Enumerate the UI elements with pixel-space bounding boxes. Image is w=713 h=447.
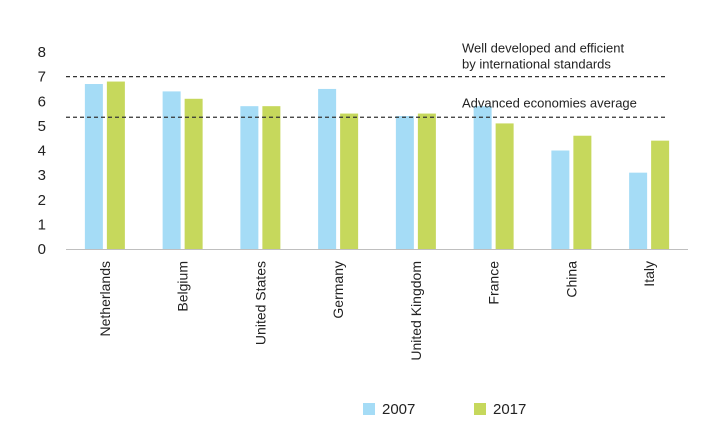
x-tick-label-france: France bbox=[486, 261, 502, 305]
legend-label-2007: 2007 bbox=[382, 401, 415, 418]
y-tick-label-6: 6 bbox=[38, 93, 46, 110]
bar-2007-belgium bbox=[162, 91, 181, 250]
bar-2007-united-kingdom bbox=[395, 116, 414, 250]
reference-label-2-line-1: Advanced economies average bbox=[462, 95, 637, 110]
y-tick-label-2: 2 bbox=[38, 192, 46, 209]
bar-2007-italy bbox=[629, 172, 648, 249]
bar-2017-france bbox=[495, 123, 514, 249]
bar-2017-belgium bbox=[184, 98, 203, 249]
y-tick-label-3: 3 bbox=[38, 167, 46, 184]
bar-2017-italy bbox=[651, 140, 670, 249]
y-tick-label-1: 1 bbox=[38, 216, 46, 233]
legend-swatch-2007 bbox=[363, 403, 375, 415]
bar-2007-netherlands bbox=[84, 84, 103, 249]
y-tick-label-5: 5 bbox=[38, 118, 46, 135]
x-tick-label-germany: Germany bbox=[330, 261, 346, 319]
bar-2017-united-kingdom bbox=[417, 113, 436, 249]
legend-label-2017: 2017 bbox=[493, 401, 526, 418]
bar-2017-united-states bbox=[262, 106, 281, 249]
reference-label-1-line-1: Well developed and efficient bbox=[462, 41, 625, 56]
x-tick-label-china: China bbox=[563, 261, 579, 298]
x-tick-label-united-states: United States bbox=[252, 261, 268, 345]
bar-2007-france bbox=[473, 106, 492, 249]
legend-swatch-2017 bbox=[474, 403, 486, 415]
bar-2007-china bbox=[551, 150, 570, 249]
reference-label-1-line-2: by international standards bbox=[462, 57, 611, 72]
y-tick-label-7: 7 bbox=[38, 69, 46, 86]
y-tick-label-4: 4 bbox=[38, 143, 46, 160]
bar-2017-germany bbox=[340, 113, 359, 249]
x-tick-label-italy: Italy bbox=[641, 261, 657, 287]
y-tick-label-8: 8 bbox=[38, 44, 46, 61]
x-tick-label-belgium: Belgium bbox=[175, 261, 191, 312]
bar-2017-netherlands bbox=[106, 81, 125, 249]
bar-2007-united-states bbox=[240, 106, 259, 249]
y-tick-label-0: 0 bbox=[38, 241, 46, 258]
bar-2007-germany bbox=[318, 88, 337, 249]
x-tick-label-netherlands: Netherlands bbox=[97, 261, 113, 337]
bar-2017-china bbox=[573, 135, 592, 249]
x-tick-label-united-kingdom: United Kingdom bbox=[408, 261, 424, 361]
